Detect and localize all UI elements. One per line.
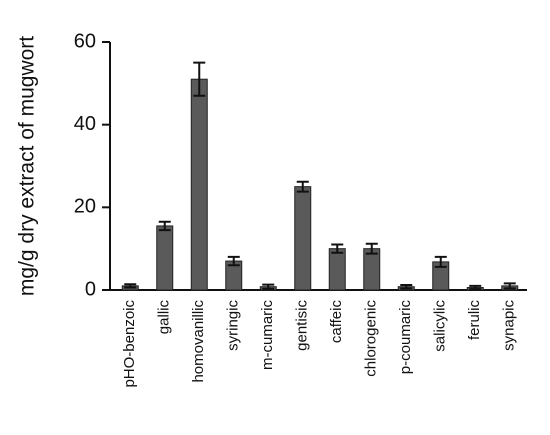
x-tick-label: gallic: [156, 300, 173, 335]
error-bar: [365, 242, 378, 255]
x-tick-label: pHO-benzoic: [121, 300, 138, 388]
error-bar: [296, 180, 309, 193]
bar: [328, 248, 346, 291]
bar: [190, 78, 208, 291]
x-tick-label: p-coumaric: [397, 300, 414, 375]
y-axis-label: mg/g dry extract of mugwort: [16, 36, 39, 296]
y-tick-label: 0: [85, 278, 96, 300]
bar: [363, 248, 381, 291]
error-bar: [400, 284, 413, 290]
error-bar: [503, 282, 516, 290]
error-bar: [434, 255, 447, 268]
error-bar: [331, 243, 344, 254]
y-tick-label: 60: [74, 30, 96, 52]
x-tick-label: homovanillic: [190, 300, 207, 383]
error-bar: [124, 283, 137, 289]
x-tick-label: salicylic: [432, 300, 449, 352]
x-tick-label: gentisic: [294, 300, 311, 351]
x-tick-label: caffeic: [328, 300, 345, 344]
error-bar: [227, 255, 240, 267]
x-tick-label: chlorogenic: [363, 300, 380, 377]
bar: [156, 225, 174, 291]
x-tick-label: ferulic: [466, 300, 483, 341]
x-tick-label: synapic: [501, 300, 518, 351]
y-tick-label: 20: [74, 196, 96, 218]
x-tick-label: syringic: [225, 300, 242, 351]
error-bar: [193, 61, 206, 97]
x-tick-label: m-cumaric: [259, 300, 276, 370]
y-tick-label: 40: [74, 113, 96, 135]
error-bar: [469, 284, 482, 291]
error-bar: [158, 220, 171, 232]
bar: [294, 186, 312, 291]
error-bar: [262, 283, 275, 290]
